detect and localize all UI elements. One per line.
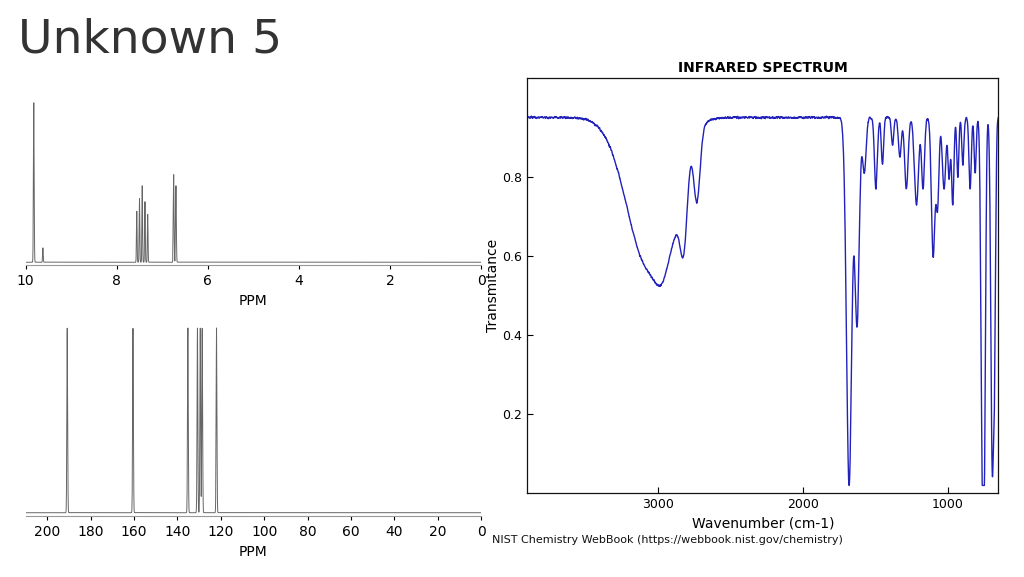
X-axis label: PPM: PPM <box>239 294 268 308</box>
X-axis label: Wavenumber (cm-1): Wavenumber (cm-1) <box>691 517 835 531</box>
Text: NIST Chemistry WebBook (https://webbook.nist.gov/chemistry): NIST Chemistry WebBook (https://webbook.… <box>492 535 843 545</box>
X-axis label: PPM: PPM <box>239 545 268 559</box>
Title: INFRARED SPECTRUM: INFRARED SPECTRUM <box>678 61 848 76</box>
Y-axis label: Transmitance: Transmitance <box>485 239 500 332</box>
Text: Unknown 5: Unknown 5 <box>18 17 283 62</box>
